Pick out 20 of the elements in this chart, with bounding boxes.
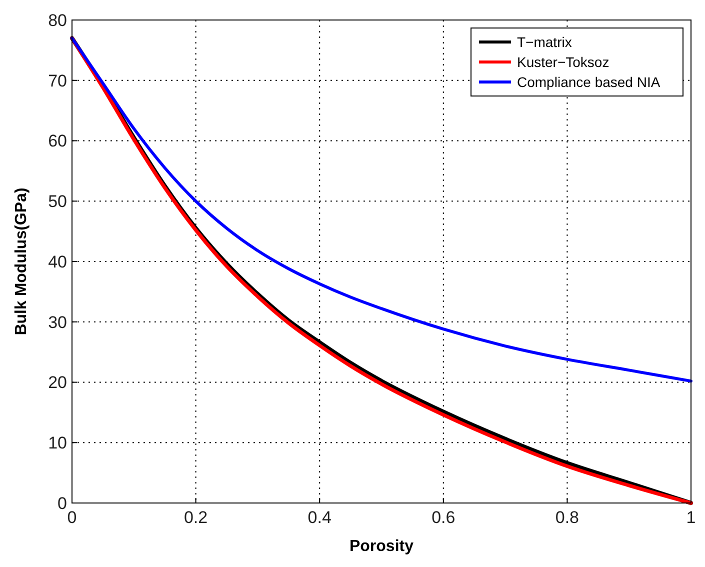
y-axis-title: Bulk Modulus(GPa)	[13, 188, 30, 336]
legend-label: Kuster−Toksoz	[517, 54, 610, 70]
y-tick-label: 20	[48, 373, 67, 392]
x-tick-label: 1	[686, 508, 696, 527]
x-axis-title: Porosity	[349, 538, 414, 555]
y-tick-label: 80	[48, 10, 67, 30]
legend-label: T−matrix	[517, 34, 572, 50]
y-tick-label: 70	[48, 71, 67, 90]
y-tick-label: 50	[48, 192, 67, 212]
y-tick-label: 40	[48, 252, 67, 272]
line-series	[70, 36, 692, 383]
y-tick-label: 0	[58, 494, 67, 513]
x-tick-label: 0.2	[184, 508, 208, 527]
legend-label: Compliance based NIA	[517, 74, 661, 90]
x-tick-label: 0.6	[432, 508, 456, 527]
y-tick-label: 10	[48, 434, 67, 453]
x-tick-label: 0.8	[555, 508, 580, 527]
y-tick-label: 60	[48, 132, 67, 151]
y-tick-label: 30	[48, 312, 67, 332]
x-tick-label: 0.4	[308, 508, 332, 527]
